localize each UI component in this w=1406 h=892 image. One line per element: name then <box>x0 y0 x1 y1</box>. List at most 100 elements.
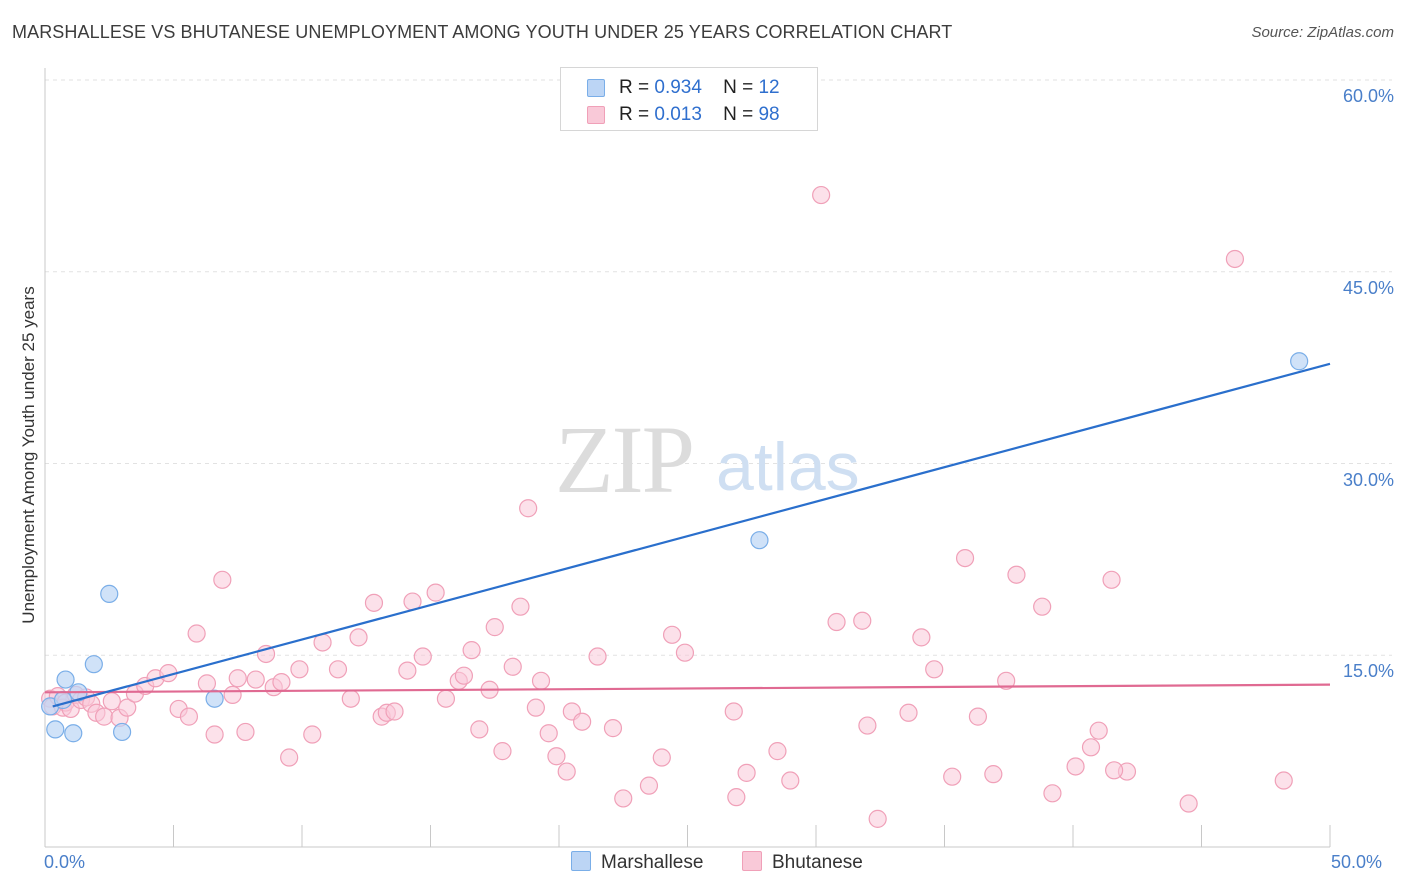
point-bhutanese <box>531 671 551 690</box>
point-bhutanese <box>912 628 931 647</box>
point-bhutanese <box>652 748 671 767</box>
legend-r-label: R = <box>619 77 650 98</box>
point-bhutanese <box>1225 249 1245 269</box>
bottom-legend-label-bhutanese: Bhutanese <box>772 852 863 873</box>
legend-n-label: N = <box>723 104 754 125</box>
legend-r-label: R = <box>619 104 650 125</box>
point-marshallese <box>46 720 65 739</box>
point-bhutanese <box>1007 565 1026 584</box>
point-bhutanese <box>727 788 746 807</box>
point-bhutanese <box>588 647 607 666</box>
legend-n-value-marshallese: 12 <box>758 77 780 98</box>
point-bhutanese <box>519 499 538 518</box>
point-bhutanese <box>662 625 682 644</box>
point-bhutanese <box>768 742 787 761</box>
point-bhutanese <box>95 707 114 726</box>
point-bhutanese <box>511 597 530 616</box>
point-bhutanese <box>547 747 566 766</box>
point-bhutanese <box>868 809 887 828</box>
x-tick-min: 0.0% <box>44 852 86 872</box>
point-bhutanese <box>272 672 291 692</box>
point-bhutanese <box>1033 597 1052 616</box>
point-bhutanese <box>503 657 522 676</box>
point-bhutanese <box>102 692 121 711</box>
bottom-legend-marshallese: Marshallese <box>571 851 703 874</box>
point-bhutanese <box>341 689 360 708</box>
point-marshallese <box>84 655 103 674</box>
y-tick-label-30: 30.0% <box>1342 469 1394 490</box>
bottom-legend-swatch-bhutanese <box>742 851 762 871</box>
point-marshallese <box>64 724 83 743</box>
point-bhutanese <box>179 707 199 726</box>
watermark-atlas: atlas <box>716 429 860 505</box>
bottom-legend-swatch-marshallese <box>571 851 591 871</box>
point-bhutanese <box>639 776 659 795</box>
point-bhutanese <box>197 674 217 693</box>
data-points <box>41 185 1309 828</box>
point-bhutanese <box>118 698 137 717</box>
bottom-legend-bhutanese: Bhutanese <box>742 851 863 874</box>
point-bhutanese <box>925 660 944 679</box>
legend-swatch-bhutanese <box>587 106 605 124</box>
point-bhutanese <box>236 722 255 742</box>
point-bhutanese <box>858 716 877 735</box>
point-bhutanese <box>955 548 975 568</box>
chart-source: Source: ZipAtlas.com <box>1251 24 1394 41</box>
point-bhutanese <box>1089 721 1108 740</box>
point-bhutanese <box>1102 570 1121 589</box>
point-bhutanese <box>436 689 456 708</box>
point-marshallese <box>205 689 224 708</box>
point-marshallese <box>750 531 769 550</box>
point-bhutanese <box>349 628 368 647</box>
y-tick-label-15: 15.0% <box>1342 661 1394 682</box>
chart-title: MARSHALLESE VS BHUTANESE UNEMPLOYMENT AM… <box>12 22 953 42</box>
legend-n-value-bhutanese: 98 <box>758 104 780 125</box>
point-bhutanese <box>526 698 545 717</box>
bottom-legend-label-marshallese: Marshallese <box>601 852 704 873</box>
point-bhutanese <box>223 685 242 704</box>
trend-line-marshallese <box>52 362 1331 708</box>
watermark-zip: ZIP <box>555 406 693 513</box>
point-bhutanese <box>462 641 481 660</box>
legend-swatch-marshallese <box>587 79 605 97</box>
point-bhutanese <box>1179 794 1198 813</box>
point-bhutanese <box>364 593 384 612</box>
point-bhutanese <box>246 670 265 689</box>
point-bhutanese <box>426 583 445 602</box>
point-bhutanese <box>997 671 1016 690</box>
point-bhutanese <box>413 647 432 666</box>
point-bhutanese <box>781 771 800 790</box>
point-bhutanese <box>228 669 247 688</box>
point-bhutanese <box>557 762 576 781</box>
point-bhutanese <box>827 612 846 632</box>
point-bhutanese <box>454 666 474 685</box>
point-bhutanese <box>485 618 504 637</box>
point-marshallese <box>56 670 75 689</box>
point-marshallese <box>112 722 132 742</box>
point-bhutanese <box>573 712 592 731</box>
legend-n-label: N = <box>723 77 754 98</box>
point-bhutanese <box>213 570 232 589</box>
point-bhutanese <box>943 767 962 786</box>
point-bhutanese <box>328 660 348 679</box>
point-marshallese <box>1290 352 1309 371</box>
point-bhutanese <box>303 725 322 744</box>
point-bhutanese <box>1081 738 1101 757</box>
point-bhutanese <box>398 661 417 680</box>
axes <box>44 68 1331 848</box>
gridlines <box>45 79 1392 656</box>
point-bhutanese <box>290 660 309 679</box>
legend-r-value-bhutanese: 0.013 <box>654 104 702 125</box>
trend-lines <box>44 362 1331 708</box>
point-bhutanese <box>812 185 831 205</box>
point-bhutanese <box>1105 761 1124 780</box>
point-bhutanese <box>493 742 512 761</box>
point-bhutanese <box>614 789 633 808</box>
point-bhutanese <box>1274 771 1293 790</box>
legend-r-value-marshallese: 0.934 <box>654 77 702 98</box>
point-bhutanese <box>470 720 489 739</box>
point-bhutanese <box>603 719 623 738</box>
point-bhutanese <box>1043 784 1062 803</box>
y-tick-label-45: 45.0% <box>1342 277 1394 298</box>
